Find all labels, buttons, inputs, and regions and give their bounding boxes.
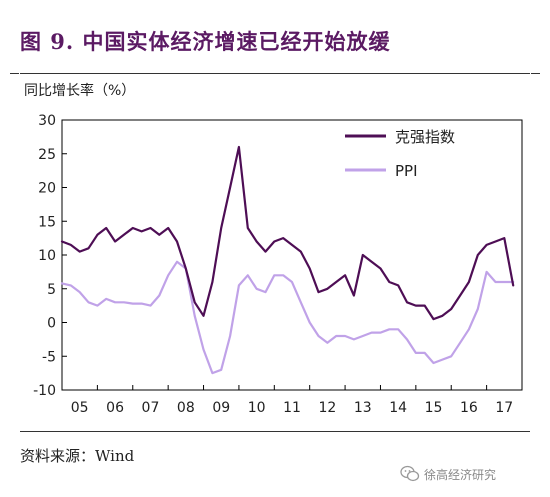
watermark-text: 徐高经济研究: [424, 467, 497, 482]
x-tick-label: 07: [142, 400, 160, 416]
y-tick-label: 10: [38, 248, 56, 264]
series-layer: [60, 145, 515, 375]
x-tick-label: 08: [177, 400, 195, 416]
legend: 克强指数 PPI: [345, 128, 455, 180]
rule-left-tick: [10, 73, 19, 74]
x-tick-label: 15: [425, 400, 443, 416]
source-text: 资料来源：Wind: [20, 447, 135, 465]
legend-label-keqiang-index: 克强指数: [395, 128, 455, 146]
title-rule: [20, 73, 530, 74]
x-tick-label: 05: [71, 400, 89, 416]
axis-layer: 30 25 20 15 10 5 0 -5 -10 05 06 07 08 09 10 11 12 13 14 15 1…: [33, 113, 523, 416]
figure-title: 图 9. 中国实体经济增速已经开始放缓: [20, 29, 391, 54]
y-tick-label: 15: [38, 214, 56, 230]
y-tick-label: 5: [47, 282, 56, 298]
x-tick-label: 17: [495, 400, 513, 416]
y-tick-label: 20: [38, 181, 56, 197]
x-tick-label: 14: [389, 400, 407, 416]
series-line-keqiang-index: [60, 145, 515, 321]
rule-right-tick: [531, 73, 540, 74]
source-rule: [20, 431, 530, 432]
x-tick-label: 12: [318, 400, 336, 416]
x-tick-label: 13: [354, 400, 372, 416]
x-tick-label: 16: [460, 400, 478, 416]
y-tick-label: -10: [33, 383, 56, 399]
x-tick-label: 09: [212, 400, 230, 416]
x-tick-label: 11: [283, 400, 301, 416]
watermark: 徐高经济研究: [400, 465, 496, 483]
y-tick-label: -5: [42, 349, 56, 365]
wechat-logo-icon: [400, 465, 420, 482]
legend-label-ppi: PPI: [395, 162, 418, 180]
y-tick-label: 0: [47, 316, 56, 332]
y-tick-label: 25: [38, 147, 56, 163]
y-tick-label: 30: [38, 113, 56, 129]
x-tick-label: 06: [106, 400, 124, 416]
y-axis-label: 同比增长率（%）: [24, 83, 136, 99]
series-line-ppi: [60, 260, 515, 375]
plot-frame: [61, 119, 523, 391]
x-tick-label: 10: [248, 400, 266, 416]
